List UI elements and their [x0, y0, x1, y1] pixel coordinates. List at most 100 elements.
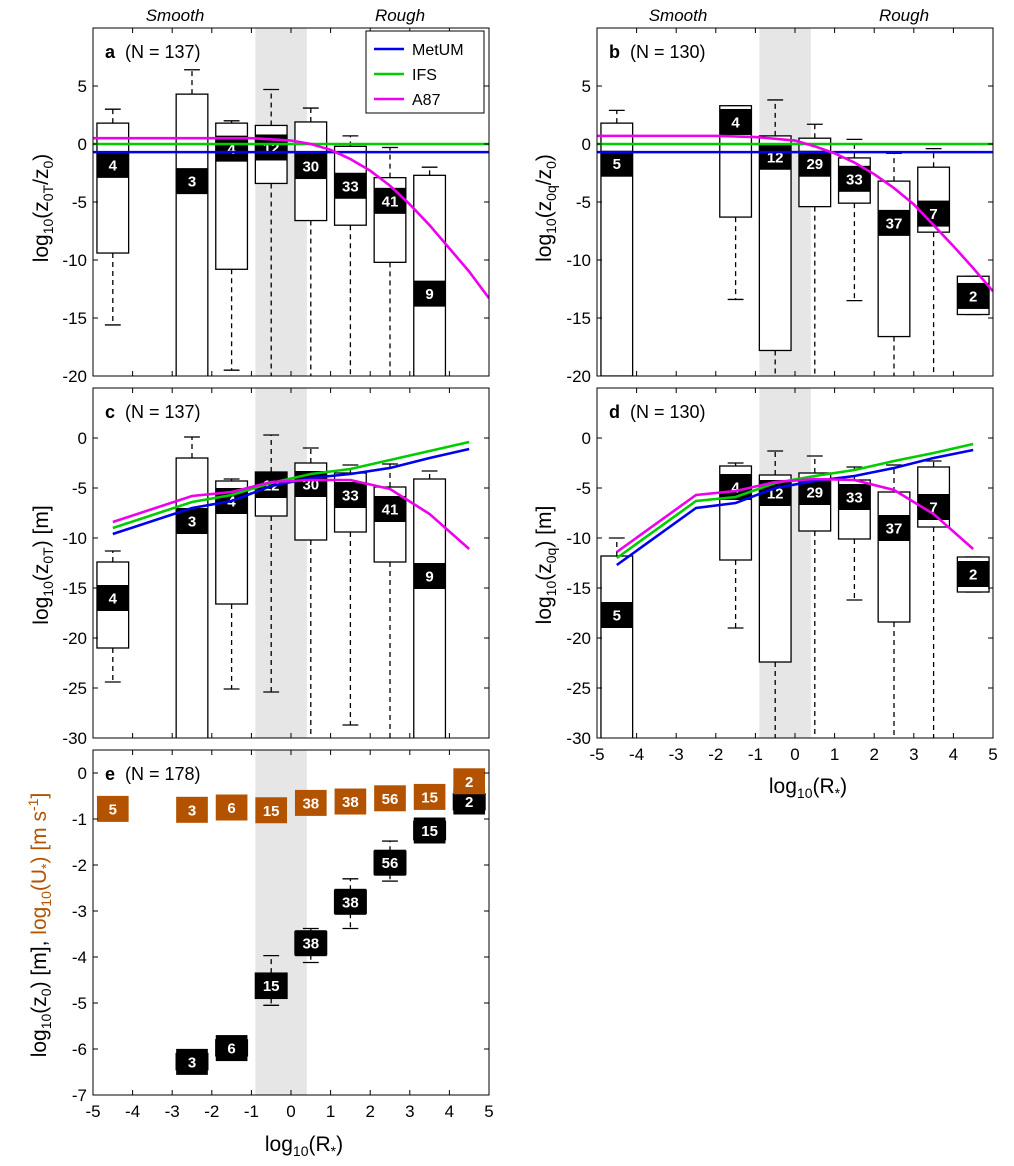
series-line-A87	[93, 136, 489, 300]
y-tick-label: -15	[62, 579, 87, 598]
box-median-block	[294, 789, 327, 816]
y-tick-label: -10	[566, 529, 591, 548]
box-median-block	[294, 153, 327, 180]
box-1.5: 33	[837, 138, 871, 302]
box-count-label: 3	[188, 1054, 196, 1071]
box--4.5: 4	[96, 550, 130, 683]
box--4.5: 5	[600, 109, 634, 376]
x-tick-label: 5	[988, 745, 997, 764]
box-count-label: 9	[425, 286, 433, 303]
box-count-label: 15	[263, 803, 280, 820]
series-line-A87	[616, 477, 975, 554]
box-3.5: 7	[917, 147, 951, 376]
box-count-label: 4	[227, 141, 236, 158]
box-count-label: 4	[731, 480, 740, 497]
box--4.5: 4	[96, 108, 130, 326]
box-iqr	[877, 180, 911, 338]
y-tick-label: -10	[566, 251, 591, 270]
box-0.5: 29	[798, 455, 832, 738]
panel-b: 5 4 12 29 33 37 7 2 5 0 -5 -10 -15 -20 b (N = 130)	[566, 27, 994, 386]
box-count-label: 4	[109, 157, 118, 174]
panel-count: (N = 137)	[125, 42, 201, 62]
box-count-label: 12	[263, 140, 280, 157]
x-tick-label: 2	[869, 745, 878, 764]
series-line-A87	[597, 134, 993, 293]
y-tick-label: -15	[566, 579, 591, 598]
y-tick-label: 0	[78, 764, 87, 783]
header-rough-left: Rough	[375, 6, 425, 25]
box-median-block	[374, 849, 406, 876]
x-tick-label: -5	[589, 745, 604, 764]
box--1.5: 4	[719, 105, 753, 301]
series-line-A87	[112, 478, 471, 550]
y-tick-label: -15	[62, 309, 87, 328]
box-median-block	[413, 280, 446, 307]
plot-area-e: 3 6 15 38 38 56 15 2 5 3 6 15 38 38 56 15 2	[96, 750, 486, 1095]
panel-label: c (N = 137)	[105, 402, 201, 422]
box-count-label: 4	[731, 114, 740, 131]
box-iqr	[600, 555, 634, 738]
box-count-label: 38	[302, 936, 319, 953]
y-tick-label: -5	[72, 479, 87, 498]
box-count-label: 38	[342, 894, 359, 911]
box-count-label: 12	[767, 149, 784, 166]
panel-letter: c	[105, 402, 115, 422]
box-1.5: 33	[333, 464, 367, 726]
y-tick-label: -10	[62, 251, 87, 270]
legend-label-IFS: IFS	[412, 67, 437, 84]
box-median-block	[334, 888, 367, 915]
box-count-label: 33	[342, 178, 359, 195]
x-tick-label: -1	[748, 745, 763, 764]
y-tick-label: 0	[582, 135, 591, 154]
y-tick-label: -20	[62, 367, 87, 386]
x-axis-label-e: log10(R*)	[265, 1133, 343, 1159]
y-tick-label: -10	[62, 529, 87, 548]
y-tick-label: -20	[566, 629, 591, 648]
box-3.5: 15	[413, 817, 447, 844]
box--0.5: 15	[255, 797, 288, 824]
y-tick-label: -6	[72, 1040, 87, 1059]
panel-label: a (N = 137)	[105, 42, 201, 62]
box-4.5: 2	[956, 275, 990, 316]
y-tick-label: -20	[62, 629, 87, 648]
box-count-label: 5	[613, 156, 621, 173]
y-tick-label: -30	[62, 729, 87, 748]
box-median-block	[215, 1035, 248, 1062]
box-2.5: 56	[373, 840, 407, 882]
x-tick-label: 4	[445, 1102, 454, 1121]
box-median-block	[294, 930, 327, 957]
box-count-label: 2	[465, 794, 473, 811]
box-count-label: 5	[109, 801, 117, 818]
x-tick-label: 0	[286, 1102, 295, 1121]
panel-label: b (N = 130)	[609, 42, 706, 62]
x-tick-label: 2	[365, 1102, 374, 1121]
box-1.5: 38	[333, 878, 367, 930]
box-count-label: 7	[929, 500, 937, 517]
box-count-label: 3	[188, 802, 196, 819]
y-tick-label: -5	[72, 994, 87, 1013]
plot-area-b: 5 4 12 29 33 37 7 2	[597, 28, 993, 376]
x-tick-label: 1	[830, 745, 839, 764]
box-2.5: 41	[373, 146, 407, 376]
box-4.5: 2	[956, 556, 990, 593]
box-median-block	[334, 788, 367, 815]
x-tick-label: 4	[949, 745, 958, 764]
panel-count: (N = 137)	[125, 402, 201, 422]
panel-count: (N = 130)	[630, 42, 706, 62]
y-tick-label: -25	[566, 679, 591, 698]
y-tick-label: 5	[582, 77, 591, 96]
y-tick-label: -3	[72, 902, 87, 921]
panel-count: (N = 178)	[125, 764, 201, 784]
box--4.5: 5	[96, 795, 129, 822]
y-tick-label: 0	[78, 429, 87, 448]
x-tick-label: 3	[405, 1102, 414, 1121]
box-iqr	[877, 491, 911, 623]
y-tick-label: -5	[576, 479, 591, 498]
box-count-label: 7	[929, 206, 937, 223]
box-median-block	[215, 794, 248, 821]
box-count-label: 30	[302, 159, 319, 176]
x-tick-label: -2	[204, 1102, 219, 1121]
box-1.5: 38	[334, 788, 367, 815]
series-line-IFS	[616, 442, 974, 560]
